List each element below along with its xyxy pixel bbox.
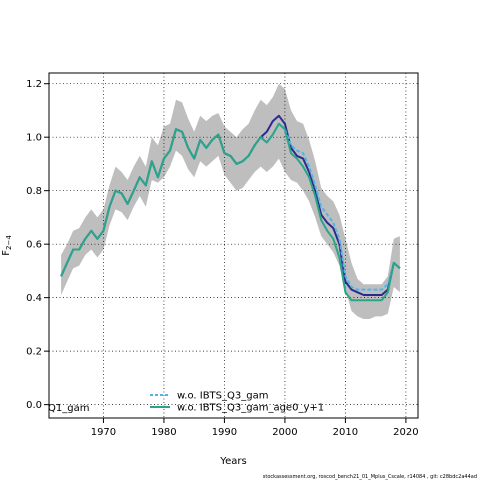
- y-axis-label: F2−4: [1, 235, 13, 256]
- y-tick-label-5: 1.0: [26, 133, 42, 144]
- y-tick-label-6: 1.2: [26, 79, 42, 90]
- y-axis-label-main: F: [1, 250, 12, 256]
- legend-label-1: w.o. IBTS_Q3_gam_age0_y+1: [177, 403, 324, 414]
- y-tick-label-4: 0.8: [26, 186, 42, 197]
- footer-provenance: stockassessment.org, roscod_bench21_01_M…: [263, 474, 477, 480]
- legend-label-0: w.o. IBTS_Q3_gam: [177, 391, 268, 402]
- series-layer: [60, 114, 401, 302]
- x-axis-ticks: 1970 1980 1990 2000 2010 2020: [91, 418, 419, 438]
- y-tick-label-1: 0.2: [26, 347, 42, 358]
- y-tick-label-0: 0.0: [26, 400, 42, 411]
- x-tick-label-4: 2010: [333, 427, 358, 438]
- x-tick-label-5: 2020: [393, 427, 418, 438]
- x-tick-label-0: 1970: [91, 427, 116, 438]
- x-axis-label: Years: [219, 456, 246, 467]
- grid-layer: [49, 73, 418, 418]
- y-tick-label-3: 0.6: [26, 240, 42, 251]
- y-tick-label-2: 0.4: [26, 293, 42, 304]
- series-line-2: [60, 122, 401, 302]
- x-tick-label-3: 2000: [272, 427, 297, 438]
- y-axis-label-sub: 2−4: [5, 235, 13, 250]
- plot-frame: [48, 72, 419, 419]
- x-tick-label-1: 1980: [151, 427, 176, 438]
- y-axis-ticks: 0.0 0.2 0.4 0.6 0.8 1.0 1.2: [26, 79, 49, 411]
- x-tick-label-2: 1990: [212, 427, 237, 438]
- legend-left-fragment: Q1_gam: [48, 403, 89, 414]
